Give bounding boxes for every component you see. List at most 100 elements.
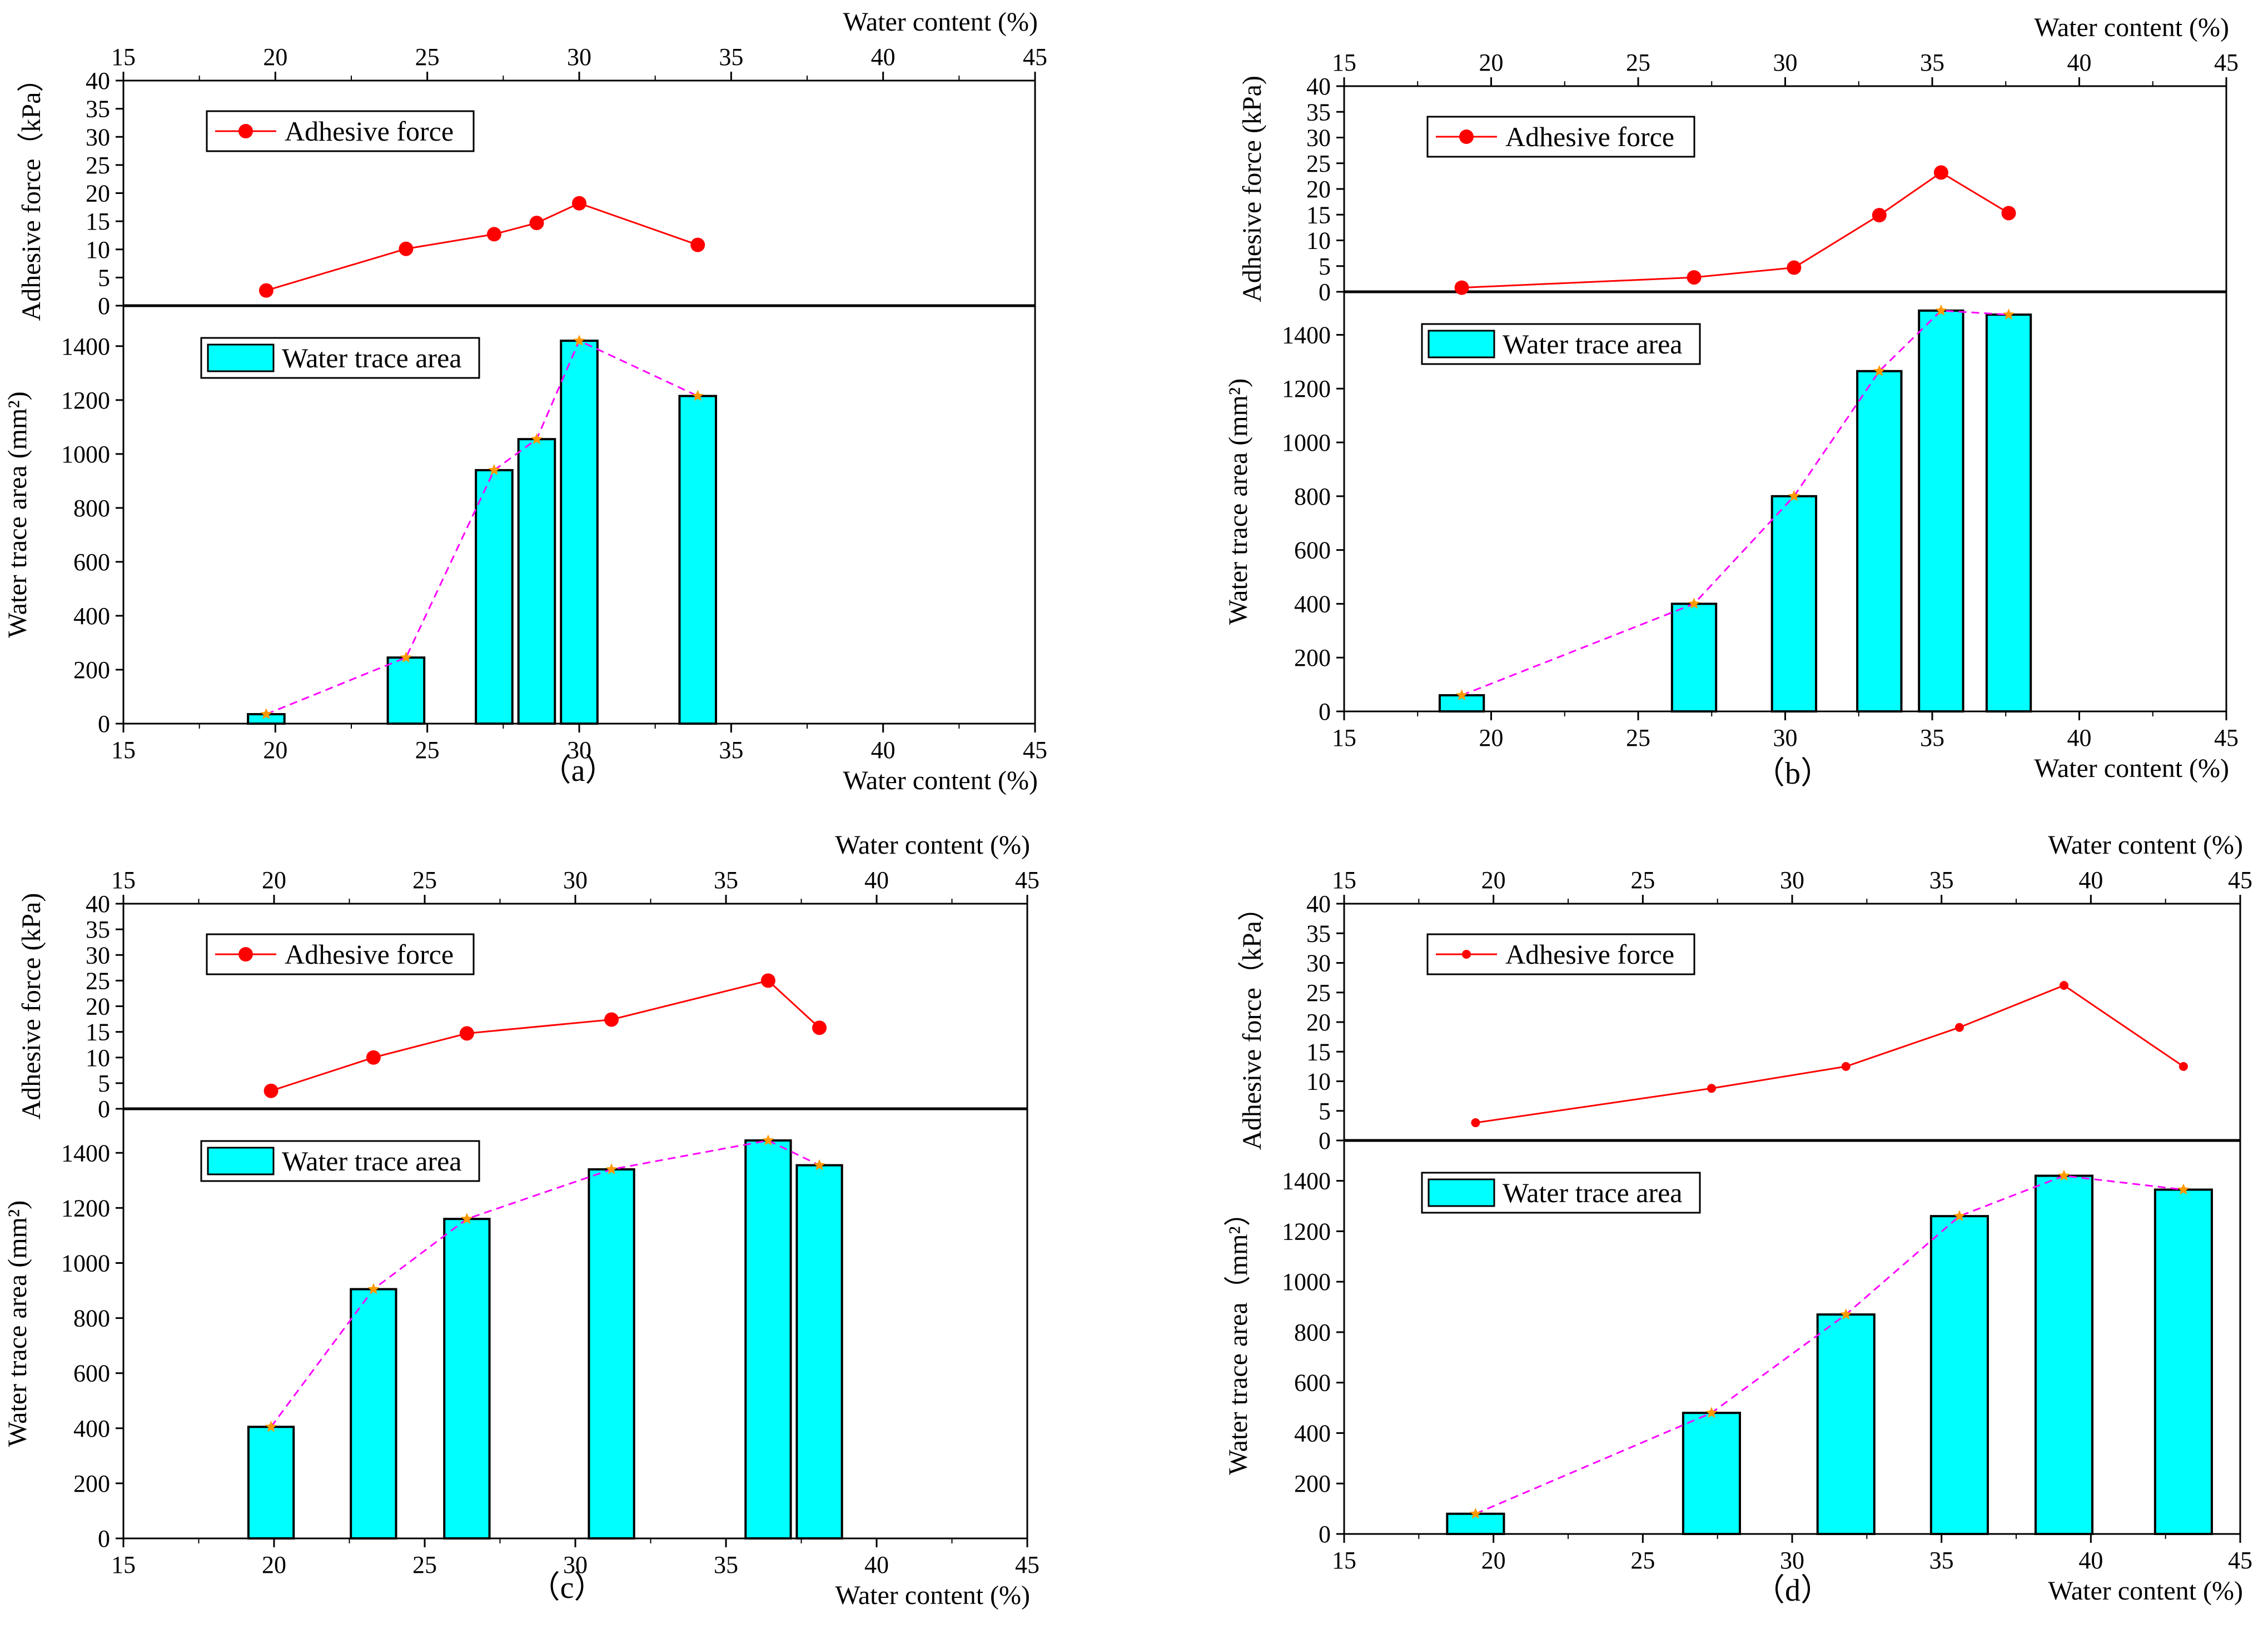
y-bottom-tick-label: 200 — [73, 656, 110, 684]
water-trace-trend-line — [1475, 1175, 2184, 1515]
x-top-tick-label: 15 — [111, 43, 136, 71]
water-trace-trend-marker — [265, 1421, 277, 1432]
adhesive-force-point — [1471, 1118, 1480, 1128]
water-trace-bar — [678, 395, 718, 725]
water-trace-bar — [475, 469, 514, 725]
y-bottom-tick-label: 0 — [98, 710, 110, 738]
water-trace-trend-line — [270, 1139, 820, 1428]
adhesive-force-line — [266, 202, 698, 292]
water-trace-bar — [1446, 1512, 1505, 1536]
x-top-tick-label: 25 — [1626, 49, 1650, 76]
x-bottom-tick-label: 15 — [111, 736, 136, 764]
adhesive-force-point — [604, 1012, 619, 1027]
water-trace-bar — [588, 1168, 635, 1540]
water-trace-trend-marker — [813, 1159, 825, 1170]
y-bottom-tick-label: 1200 — [1282, 1218, 1331, 1245]
adhesive-force-line — [1475, 984, 2184, 1124]
y-bottom-tick-label: 0 — [1319, 698, 1331, 725]
adhesive-force-point — [1841, 1062, 1851, 1071]
water-trace-bar — [2034, 1174, 2094, 1536]
y-top-tick-label: 10 — [1306, 1068, 1331, 1095]
adhesive-force-point — [2059, 980, 2068, 990]
y-bottom-tick-label: 1400 — [1282, 321, 1331, 348]
y-top-tick-label: 40 — [86, 67, 110, 94]
x-top-tick-label: 35 — [714, 866, 738, 894]
y-bottom-tick-label: 200 — [73, 1470, 110, 1497]
legend-water-swatch — [1428, 330, 1495, 358]
adhesive-force-point — [760, 973, 775, 988]
adhesive-force-point — [258, 283, 273, 298]
x-top-tick-label: 20 — [1481, 866, 1506, 894]
y-bottom-tick-label: 400 — [1294, 590, 1331, 617]
y-top-tick-label: 0 — [98, 292, 110, 320]
legend-adhesive-label: Adhesive force — [1505, 121, 1674, 152]
x-top-tick-label: 40 — [2078, 866, 2103, 894]
x-bottom-axis-title: Water content (%) — [2034, 754, 2229, 783]
water-trace-trend-marker — [2177, 1183, 2190, 1195]
y-bottom-tick-label: 800 — [73, 1305, 110, 1332]
adhesive-force-point — [486, 227, 501, 242]
water-trace-trend-marker — [1840, 1308, 1852, 1320]
y-top-tick-label: 0 — [1319, 278, 1331, 306]
x-top-tick-label: 15 — [1332, 866, 1356, 894]
y-top-tick-label: 30 — [86, 123, 110, 151]
plot-frame — [1343, 903, 2241, 1535]
y-top-tick-label: 25 — [86, 967, 110, 994]
x-bottom-tick-label: 45 — [1023, 736, 1047, 764]
water-trace-trend-marker — [260, 708, 272, 719]
y-bottom-tick-label: 800 — [1294, 1319, 1331, 1346]
water-trace-bar — [443, 1218, 491, 1540]
x-bottom-tick-label: 25 — [1626, 724, 1650, 751]
y-top-tick-label: 5 — [1319, 253, 1331, 280]
y-top-tick-label: 40 — [1306, 73, 1331, 100]
x-top-tick-label: 35 — [1929, 866, 1954, 894]
adhesive-force-point — [1687, 270, 1702, 285]
adhesive-force-point — [529, 216, 544, 231]
y-bottom-tick-label: 1000 — [1282, 1268, 1331, 1296]
adhesive-force-point — [572, 196, 586, 211]
legend-water-swatch — [207, 343, 275, 372]
y-top-tick-label: 5 — [98, 1070, 110, 1097]
water-trace-bar — [1985, 313, 2032, 713]
water-trace-bar — [1918, 309, 1964, 713]
legend-water-swatch — [207, 1147, 275, 1175]
y-top-tick-label: 10 — [1306, 227, 1331, 255]
y-top-tick-label: 0 — [98, 1095, 110, 1123]
x-top-tick-label: 15 — [1332, 49, 1356, 76]
y-bottom-tick-label: 400 — [1294, 1419, 1331, 1447]
y-top-axis-title: Adhesive force (kPa) — [1237, 76, 1267, 302]
y-bottom-tick-label: 800 — [1294, 483, 1331, 510]
x-bottom-tick-label: 35 — [719, 736, 743, 764]
legend-adhesive-label: Adhesive force — [1505, 939, 1674, 970]
x-bottom-tick-label: 15 — [1332, 724, 1356, 751]
y-top-tick-label: 35 — [1306, 98, 1331, 126]
y-top-tick-label: 15 — [86, 208, 110, 235]
y-top-tick-label: 0 — [1319, 1127, 1331, 1154]
y-top-tick-label: 30 — [1306, 950, 1331, 977]
y-bottom-tick-label: 600 — [73, 549, 110, 576]
y-top-tick-label: 25 — [1306, 150, 1331, 177]
adhesive-force-point — [2179, 1062, 2188, 1071]
water-trace-bar — [2153, 1188, 2213, 1535]
y-top-tick-label: 15 — [86, 1019, 110, 1046]
x-bottom-tick-label: 30 — [1780, 1547, 1804, 1574]
x-top-tick-label: 35 — [1920, 49, 1944, 76]
x-top-tick-label: 25 — [412, 866, 437, 894]
y-bottom-tick-label: 1000 — [61, 1249, 110, 1277]
x-bottom-tick-label: 35 — [714, 1551, 738, 1578]
x-top-tick-label: 25 — [415, 43, 440, 71]
y-top-axis-title: Adhesive force（kPa） — [17, 66, 46, 321]
x-top-tick-label: 45 — [2228, 866, 2252, 894]
x-bottom-tick-label: 35 — [1929, 1547, 1954, 1574]
water-trace-trend-marker — [762, 1134, 774, 1145]
panel-label: （a） — [540, 754, 616, 788]
y-bottom-tick-label: 600 — [1294, 1369, 1331, 1397]
water-trace-bar — [386, 656, 426, 725]
y-top-axis-title: Adhesive force (kPa) — [17, 893, 46, 1120]
adhesive-force-point — [1454, 280, 1469, 295]
